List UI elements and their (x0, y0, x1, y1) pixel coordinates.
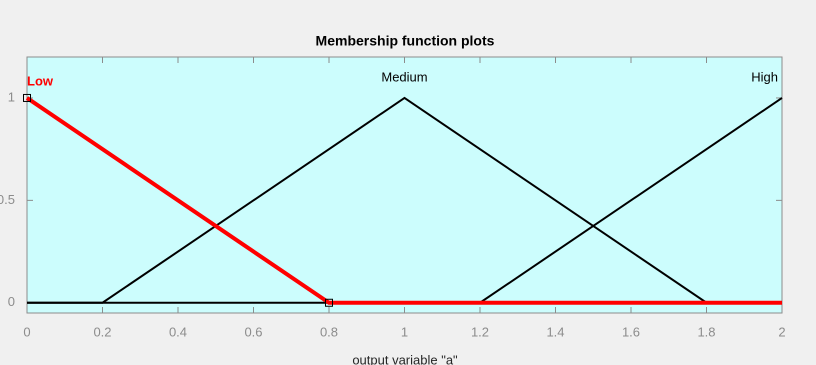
plot-area (26, 56, 783, 314)
x-tick-label: 0.8 (320, 324, 338, 339)
x-tick-label: 1 (401, 324, 408, 339)
x-tick-label: 2 (778, 324, 785, 339)
chart-title: Membership function plots (316, 33, 495, 49)
series-label: High (751, 69, 778, 84)
y-tick-label: 1 (8, 89, 15, 104)
series-label: Medium (381, 69, 427, 84)
y-tick-label: 0 (8, 294, 15, 309)
x-tick-label: 1.6 (622, 324, 640, 339)
x-axis-label: output variable "a" (352, 352, 458, 365)
series-label: Low (27, 73, 54, 88)
x-tick-label: 0.2 (93, 324, 111, 339)
membership-line (25, 96, 782, 305)
y-tick-label: 0.5 (0, 192, 15, 207)
x-tick-label: 0 (23, 324, 30, 339)
x-tick-label: 1.4 (546, 324, 564, 339)
x-tick-label: 1.2 (471, 324, 489, 339)
x-tick-label: 1.8 (697, 324, 715, 339)
x-tick-label: 0.6 (244, 324, 262, 339)
vertex-marker (325, 298, 333, 307)
vertex-marker (23, 93, 31, 102)
x-tick-label: 0.4 (169, 324, 187, 339)
